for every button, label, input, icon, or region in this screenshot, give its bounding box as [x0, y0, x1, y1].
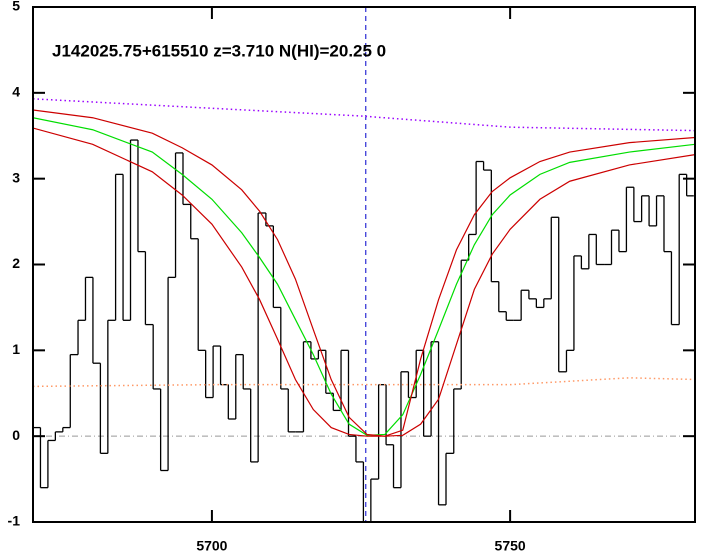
model-curve [33, 109, 695, 437]
plot-area [33, 7, 695, 522]
y-tick-label: 0 [12, 427, 20, 443]
y-tick-label: 2 [12, 255, 20, 271]
model-curve [33, 127, 695, 437]
y-tick-label: 5 [12, 0, 20, 14]
y-tick-label: 3 [12, 169, 20, 185]
y-tick-label: -1 [8, 513, 21, 529]
chart-title: J142025.75+615510 z=3.710 N(HI)=20.25 0 [52, 41, 386, 60]
model-curve [33, 117, 695, 436]
dotted-curve [33, 377, 695, 388]
x-tick-label: 5750 [495, 538, 526, 554]
x-tick-label: 5700 [196, 538, 227, 554]
dotted-curve [33, 98, 695, 132]
y-tick-label: 4 [12, 84, 20, 100]
y-tick-label: 1 [12, 341, 20, 357]
